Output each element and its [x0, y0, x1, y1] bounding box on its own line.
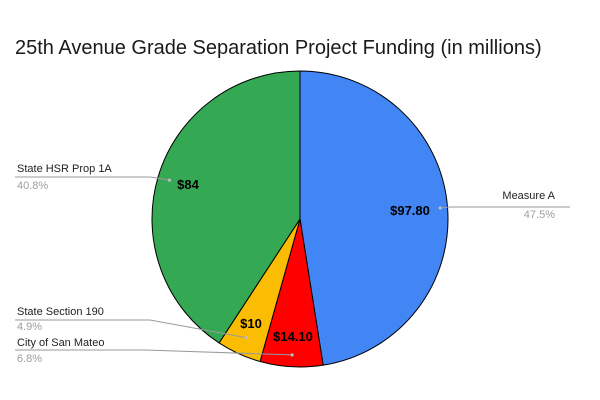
leader-dot-city-of-san-mateo — [290, 353, 294, 357]
legend-name-state-section-190: State Section 190 — [17, 306, 104, 318]
value-label-measure-a: $97.80 — [390, 203, 430, 218]
leader-line-city-of-san-mateo — [15, 349, 293, 356]
chart-title: 25th Avenue Grade Separation Project Fun… — [15, 37, 542, 59]
leader-dot-state-hsr-prop-1a — [167, 178, 172, 182]
leader-dot-measure-a — [438, 206, 442, 210]
slice-measure-a — [299, 70, 449, 366]
leader-line-state-section-190 — [15, 319, 247, 339]
legend-name-city-of-san-mateo: City of San Mateo — [17, 337, 104, 349]
leader-line-state-hsr-prop-1a — [15, 176, 170, 181]
value-label-state-hsr-prop-1a: $84 — [177, 177, 199, 192]
legend-name-state-hsr-prop-1a: State HSR Prop 1A — [17, 163, 112, 175]
legend-percent-city-of-san-mateo: 6.8% — [17, 353, 42, 365]
pie-labels: $97.80 Measure A 47.5% $14.10 City of San Ma… — [15, 163, 570, 365]
value-label-state-section-190: $10 — [240, 316, 262, 331]
leader-dot-state-section-190 — [244, 336, 248, 340]
value-label-city-of-san-mateo: $14.10 — [273, 329, 313, 344]
slice-state-hsr-prop-1a — [151, 70, 301, 344]
legend-percent-measure-a: 47.5% — [524, 209, 555, 221]
leader-line-measure-a — [440, 206, 570, 209]
legend-percent-state-section-190: 4.9% — [17, 321, 42, 333]
pie-slices — [151, 70, 449, 368]
legend-percent-state-hsr-prop-1a: 40.8% — [17, 180, 48, 192]
legend-name-measure-a: Measure A — [502, 190, 555, 202]
